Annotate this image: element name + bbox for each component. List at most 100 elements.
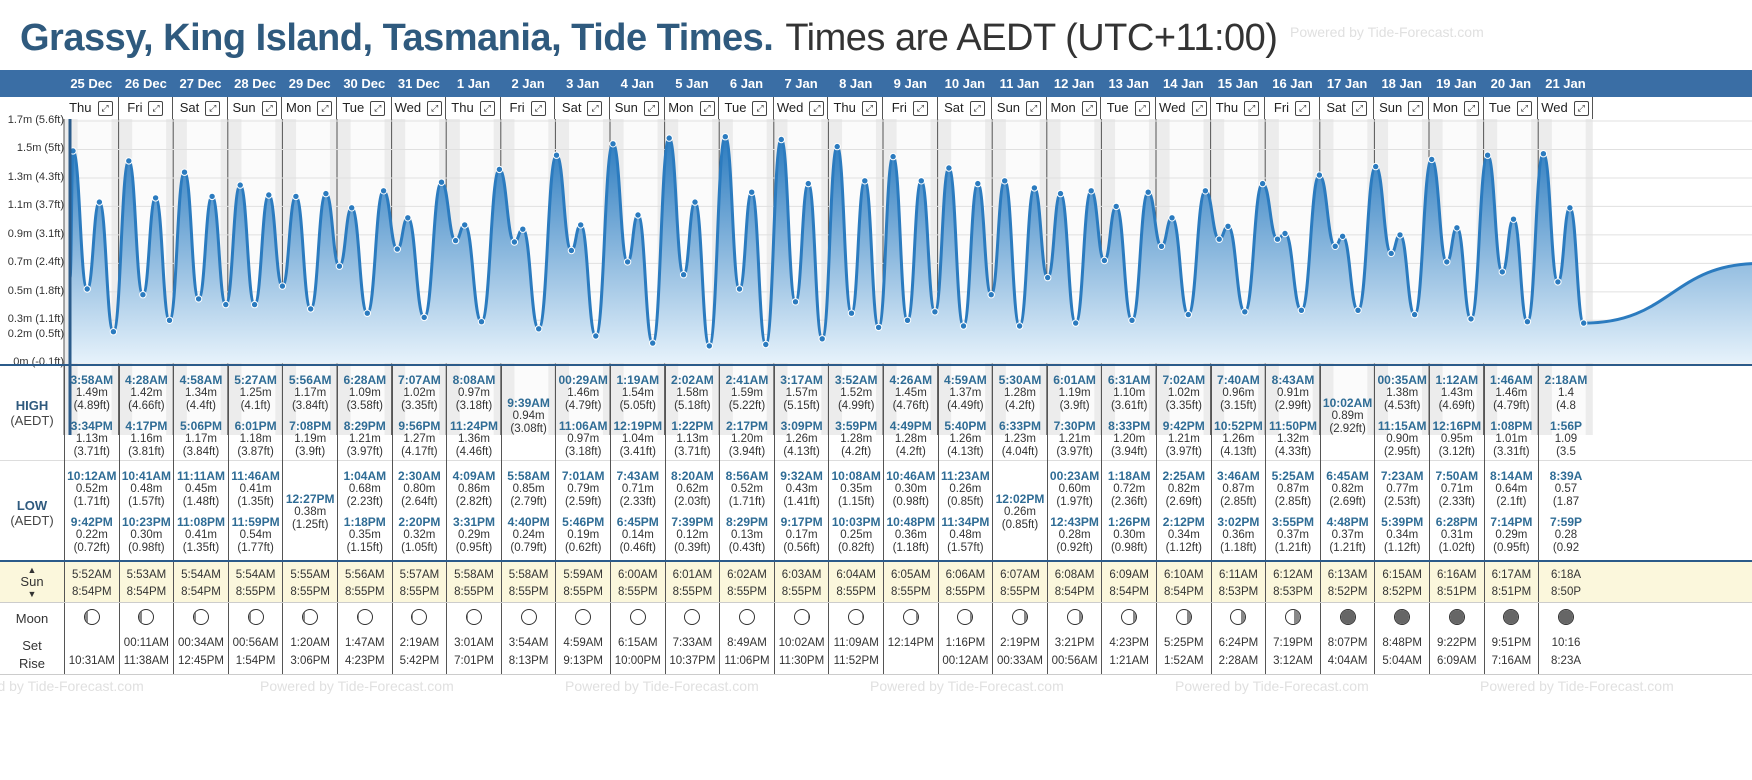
day-header-16: Sat ⤢ — [937, 97, 993, 119]
high-tide-height-m: 1.19m — [294, 433, 327, 445]
high-label-block: HIGH (AEDT) — [0, 398, 64, 428]
expand-icon[interactable]: ⤢ — [148, 101, 164, 117]
expand-icon[interactable]: ⤢ — [97, 101, 113, 117]
high-tide-height-m: 1.28m — [840, 433, 873, 445]
low-tide-entry: 2:20PM 0.32m (1.05ft) — [393, 516, 447, 555]
low-tide-point — [139, 291, 147, 299]
high-tide-entry: 1:08PM 1.01m (3.31ft) — [1485, 420, 1539, 459]
expand-icon[interactable]: ⤢ — [1516, 101, 1532, 117]
low-tide-entry: 1:18AM 0.72m (2.36ft) — [1102, 470, 1156, 509]
moon-phase-wrap — [1321, 603, 1375, 629]
high-tide-entry: 6:01AM 1.19m (3.9ft) — [1048, 374, 1102, 413]
low-tide-entry: 2:25AM 0.82m (2.69ft) — [1157, 470, 1211, 509]
high-tide-height-ft: (4.04ft) — [1001, 446, 1039, 458]
high-tide-time: 1:19AM — [616, 373, 660, 387]
high-tide-height-ft: (5.18ft) — [674, 400, 711, 412]
expand-icon[interactable]: ⤢ — [479, 101, 495, 117]
expand-icon[interactable]: ⤢ — [1351, 101, 1367, 117]
day-of-week: Mon — [286, 100, 312, 115]
low-tide-height-ft: (0.95ft) — [455, 542, 493, 554]
high-tide-point — [1372, 162, 1380, 171]
moon-phase-icon — [957, 609, 974, 625]
high-tide-point — [1144, 188, 1152, 196]
tide-column: 7:02AM 1.02m (3.35ft) 9:42PM 1.21m (3.97ft) 2:… — [1156, 366, 1211, 560]
low-tide-point — [987, 291, 995, 299]
expand-icon[interactable]: ⤢ — [205, 101, 221, 117]
expand-icon[interactable]: ⤢ — [530, 101, 546, 117]
sunrise-time: 6:15AM — [1382, 569, 1422, 581]
expand-icon[interactable]: ⤢ — [1134, 101, 1150, 117]
expand-icon[interactable]: ⤢ — [261, 101, 277, 117]
expand-icon[interactable]: ⤢ — [317, 101, 333, 117]
moonrise-label: Rise — [18, 656, 45, 671]
expand-icon[interactable]: ⤢ — [1408, 101, 1424, 117]
high-tide-height-m: 1.13m — [75, 433, 108, 445]
low-tide-point — [818, 335, 826, 343]
expand-icon[interactable]: ⤢ — [1081, 101, 1097, 117]
expand-icon[interactable]: ⤢ — [427, 101, 443, 117]
sun-times: 6:11AM 8:53PM — [1210, 562, 1266, 602]
moon-shadow — [1504, 610, 1519, 624]
expand-icon[interactable]: ⤢ — [861, 101, 877, 117]
high-tide-height-ft: (3.97ft) — [1056, 446, 1093, 458]
tide-column: 00:29AM 1.46m (4.79ft) 11:06AM 0.97m (3.18ft)… — [555, 366, 610, 560]
expand-icon[interactable]: ⤢ — [699, 101, 715, 117]
expand-icon[interactable]: ⤢ — [809, 101, 825, 117]
high-tide-entry: 4:49PM 1.28m (4.2ft) — [884, 420, 938, 459]
moon-time-b: 00:33AM — [996, 655, 1043, 667]
low-tide-time: 10:23PM — [122, 515, 171, 529]
expand-icon[interactable]: ⤢ — [587, 101, 603, 117]
low-tide-entry: 11:46AM 0.41m (1.35ft) — [229, 470, 283, 509]
low-tide-height-m: 0.14m — [621, 529, 654, 541]
low-tide-point — [1523, 318, 1532, 326]
expand-icon[interactable]: ⤢ — [1026, 101, 1042, 117]
sunset-time: 8:55PM — [344, 586, 385, 598]
low-tide-height-m: 0.72m — [1113, 483, 1146, 495]
high-tide-height-m: 1.26m — [785, 433, 818, 445]
moon-shadow — [1558, 610, 1573, 624]
date-4: 29 Dec — [288, 76, 331, 91]
watermark-footer: Powered by Tide-Forecast.com — [1480, 678, 1674, 694]
high-tide-point — [577, 221, 585, 229]
low-tide-entry: 6:28PM 0.31m (1.02ft) — [1430, 516, 1484, 555]
date-8: 2 Jan — [511, 76, 545, 91]
expand-icon[interactable]: ⤢ — [752, 101, 768, 117]
low-tide-entry: 7:43AM 0.71m (2.33ft) — [611, 470, 665, 509]
moon-phase-wrap — [993, 603, 1047, 629]
sun-times: 6:15AM 8:52PM — [1374, 562, 1429, 602]
sunset-time: 8:53PM — [1273, 586, 1313, 598]
low-tide-height-ft: (0.85ft) — [1001, 519, 1039, 531]
expand-icon[interactable]: ⤢ — [1463, 101, 1479, 117]
high-tide-entry: 4:26AM 1.45m (4.76ft) — [884, 374, 938, 413]
low-tide-time: 10:03PM — [831, 515, 881, 529]
date-header-bar — [0, 70, 1752, 97]
high-tide-entry: 11:06AM 0.97m (3.18ft) — [556, 420, 610, 459]
moon-column: 3:01AM 7:01PM — [446, 603, 501, 674]
low-tide-point — [510, 238, 519, 246]
low-tide-point — [1498, 268, 1507, 276]
sunset-time: 8:54PM — [71, 586, 112, 598]
high-tide-point — [1338, 232, 1347, 241]
low-tide-point — [363, 309, 371, 317]
expand-icon[interactable]: ⤢ — [1295, 101, 1311, 117]
expand-icon[interactable]: ⤢ — [643, 101, 659, 117]
moon-time-b: 8:23A — [1550, 655, 1582, 667]
moon-time-b: 11:06PM — [724, 655, 770, 667]
low-tide-height-m: 0.77m — [1386, 483, 1419, 495]
watermark-top: Powered by Tide-Forecast.com — [1290, 24, 1484, 40]
expand-icon[interactable]: ⤢ — [1191, 101, 1207, 117]
low-tide-height-m: 0.26m — [1004, 506, 1036, 518]
expand-icon[interactable]: ⤢ — [969, 101, 985, 117]
low-tide-time: 12:02PM — [995, 492, 1045, 506]
expand-icon[interactable]: ⤢ — [1244, 101, 1260, 117]
low-tide-time: 9:32AM — [780, 469, 823, 483]
expand-icon[interactable]: ⤢ — [912, 101, 928, 117]
high-tide-point — [1112, 202, 1120, 211]
high-tide-point — [404, 214, 412, 222]
high-tide-height-m: 0.91m — [1277, 387, 1309, 399]
expand-icon[interactable]: ⤢ — [1573, 101, 1589, 117]
date-1: 26 Dec — [124, 76, 167, 91]
night-band — [1585, 119, 1593, 435]
high-tide-height-ft: (4.8 — [1556, 400, 1576, 412]
expand-icon[interactable]: ⤢ — [370, 101, 386, 117]
